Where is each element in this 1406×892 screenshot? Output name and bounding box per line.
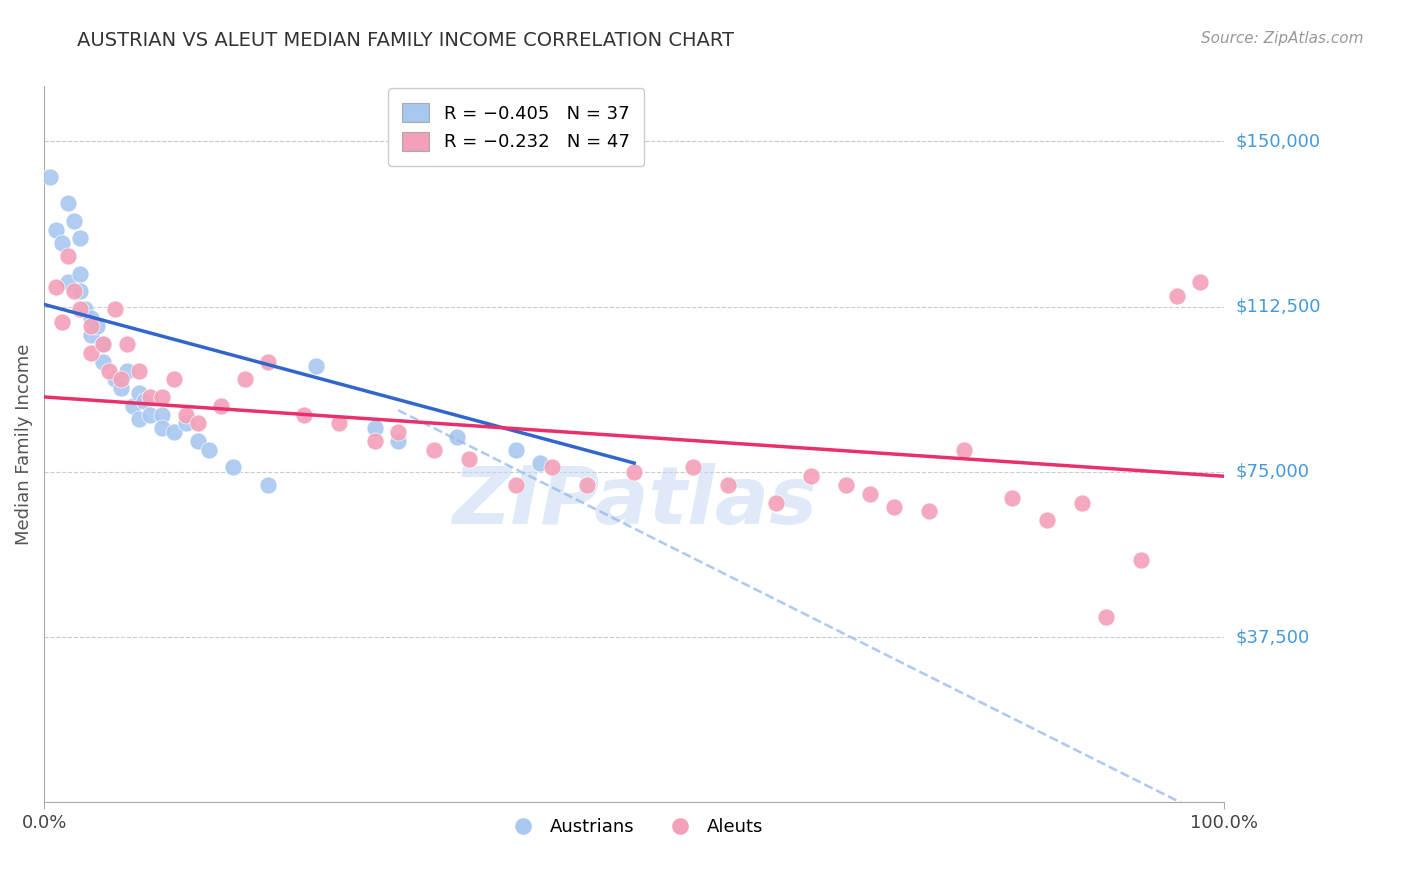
Point [56, 276, 79, 290]
Point [150, 390, 173, 404]
Point [682, 460, 704, 475]
Point [186, 434, 208, 448]
Point [69, 284, 91, 298]
Point [458, 451, 481, 466]
Point [115, 363, 138, 377]
Point [150, 408, 173, 422]
Point [529, 456, 551, 470]
Point [98, 363, 121, 377]
Point [387, 434, 409, 448]
Point [1095, 610, 1118, 624]
Point [363, 434, 385, 448]
Point [387, 425, 409, 440]
Point [128, 385, 150, 400]
Point [80, 319, 103, 334]
Point [575, 478, 598, 492]
Text: $75,000: $75,000 [1236, 463, 1309, 481]
Point [51, 315, 73, 329]
Point [918, 504, 941, 518]
Point [328, 417, 350, 431]
Point [198, 442, 221, 457]
Point [91, 337, 114, 351]
Point [139, 390, 162, 404]
Point [80, 310, 103, 325]
Point [163, 425, 186, 440]
Point [163, 372, 186, 386]
Point [51, 235, 73, 250]
Point [363, 421, 385, 435]
Point [110, 372, 132, 386]
Point [80, 328, 103, 343]
Point [186, 417, 208, 431]
Point [139, 408, 162, 422]
Point [1130, 553, 1153, 567]
Point [446, 429, 468, 443]
Point [69, 231, 91, 245]
Point [104, 372, 127, 386]
Text: AUSTRIAN VS ALEUT MEDIAN FAMILY INCOME CORRELATION CHART: AUSTRIAN VS ALEUT MEDIAN FAMILY INCOME C… [77, 31, 734, 50]
Point [717, 478, 740, 492]
Point [1189, 276, 1212, 290]
Point [150, 421, 173, 435]
Point [765, 496, 787, 510]
Point [623, 465, 645, 479]
Point [62, 284, 84, 298]
Point [257, 355, 280, 369]
Y-axis label: Median Family Income: Median Family Income [15, 343, 32, 545]
Point [39, 169, 62, 184]
Point [91, 355, 114, 369]
Point [209, 399, 232, 413]
Point [222, 460, 245, 475]
Point [45, 222, 67, 236]
Point [134, 394, 156, 409]
Text: $112,500: $112,500 [1236, 298, 1320, 316]
Point [56, 196, 79, 211]
Point [835, 478, 858, 492]
Point [174, 408, 197, 422]
Point [75, 301, 97, 316]
Text: $150,000: $150,000 [1236, 132, 1320, 151]
Text: $37,500: $37,500 [1236, 628, 1309, 646]
Point [304, 359, 326, 373]
Point [233, 372, 256, 386]
Point [883, 500, 905, 514]
Point [1001, 491, 1024, 506]
Point [69, 301, 91, 316]
Point [953, 442, 976, 457]
Point [1036, 513, 1059, 527]
Point [292, 408, 315, 422]
Point [91, 337, 114, 351]
Text: ZIPatlas: ZIPatlas [451, 463, 817, 541]
Legend: Austrians, Aleuts: Austrians, Aleuts [498, 811, 770, 843]
Point [128, 412, 150, 426]
Point [128, 363, 150, 377]
Point [86, 319, 108, 334]
Point [110, 381, 132, 395]
Point [62, 213, 84, 227]
Point [115, 337, 138, 351]
Point [505, 442, 527, 457]
Point [800, 469, 823, 483]
Point [422, 442, 444, 457]
Point [45, 280, 67, 294]
Point [859, 487, 882, 501]
Point [540, 460, 562, 475]
Point [56, 249, 79, 263]
Point [505, 478, 527, 492]
Point [257, 478, 280, 492]
Point [1071, 496, 1094, 510]
Point [174, 417, 197, 431]
Point [1166, 288, 1188, 302]
Point [69, 267, 91, 281]
Point [104, 301, 127, 316]
Text: Source: ZipAtlas.com: Source: ZipAtlas.com [1201, 31, 1364, 46]
Point [121, 399, 143, 413]
Point [80, 346, 103, 360]
